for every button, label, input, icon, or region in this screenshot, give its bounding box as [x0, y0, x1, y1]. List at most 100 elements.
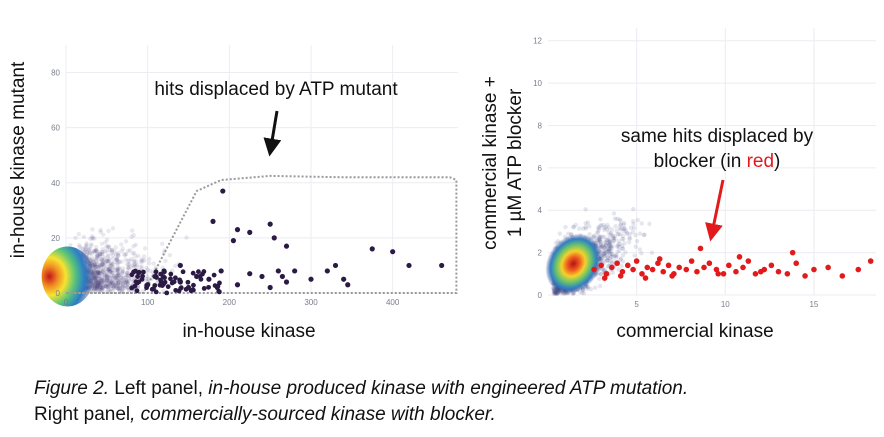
right-background-point	[603, 247, 609, 252]
left-background-point	[99, 277, 105, 283]
right-y-axis-label-line2: 1 µM ATP blocker	[505, 88, 526, 237]
right-background-point	[598, 223, 603, 228]
left-background-point	[115, 269, 120, 274]
left-background-point	[96, 280, 101, 285]
left-hit-point	[164, 290, 170, 296]
right-background-point	[616, 231, 621, 237]
right-tick-labels: 0 2 4 6 8 10 12 5 10 15	[533, 37, 819, 309]
left-background-point	[95, 264, 100, 269]
right-hit-point	[789, 249, 796, 256]
right-background-point	[612, 216, 618, 221]
right-background-point	[603, 224, 608, 230]
right-background-point	[618, 227, 623, 232]
left-background-point	[92, 288, 97, 293]
left-background-point	[114, 266, 120, 271]
right-background-point	[580, 226, 586, 231]
right-background-point	[639, 251, 644, 256]
left-background-point	[94, 248, 99, 254]
left-background-point	[113, 286, 119, 291]
left-background-point	[100, 278, 105, 284]
right-background-point	[605, 258, 610, 264]
left-background-point	[111, 270, 116, 275]
left-background-point	[92, 275, 98, 281]
right-background-point	[607, 243, 612, 248]
left-background-point	[108, 263, 114, 269]
right-background-point	[603, 237, 609, 243]
left-background-point	[95, 279, 101, 285]
left-background-point	[93, 248, 99, 254]
right-background-point	[554, 291, 560, 296]
left-background-point	[91, 262, 96, 268]
right-hit-point	[694, 268, 700, 275]
left-background-point	[93, 257, 98, 263]
right-background-point	[553, 290, 558, 295]
left-background-point	[104, 259, 109, 265]
right-background-point	[594, 237, 600, 243]
left-hit-point	[217, 280, 222, 286]
right-hit-point	[603, 271, 610, 277]
left-background-point	[115, 281, 121, 286]
left-background-point	[97, 276, 103, 282]
left-background-point	[116, 276, 121, 282]
left-background-point	[111, 283, 117, 289]
left-background-point	[99, 262, 105, 268]
left-background-point	[105, 284, 110, 289]
left-background-point	[99, 271, 105, 277]
right-hit-point	[825, 264, 831, 271]
left-background-point	[103, 274, 108, 279]
left-hit-points	[129, 188, 445, 296]
right-hit-point	[660, 268, 667, 275]
left-background-point	[125, 272, 130, 277]
right-hit-point	[601, 275, 608, 281]
left-background-point	[115, 272, 121, 277]
right-background-point	[555, 291, 560, 296]
right-background-point	[598, 241, 604, 247]
right-background-point	[583, 226, 589, 231]
left-background-point	[123, 253, 128, 258]
right-background-point	[612, 234, 617, 239]
right-background-point	[600, 243, 605, 248]
left-background-point	[114, 274, 120, 279]
left-background-point	[97, 278, 103, 284]
right-background-point	[607, 243, 612, 248]
right-background-point	[600, 267, 605, 272]
left-background-point	[94, 254, 99, 259]
left-background-point	[105, 275, 110, 280]
left-background-point	[146, 277, 151, 283]
left-background-point	[116, 286, 121, 291]
left-background-point	[111, 285, 116, 290]
left-background-point	[107, 267, 112, 273]
right-background-point	[626, 239, 632, 245]
right-background-point	[597, 237, 602, 243]
left-background-point	[99, 241, 105, 246]
left-background-point	[92, 281, 98, 287]
left-background-point	[107, 266, 113, 271]
left-hit-point	[177, 277, 182, 283]
left-hit-point	[177, 262, 183, 269]
left-background-point	[97, 281, 102, 287]
left-background-point	[111, 265, 116, 270]
right-background-point	[603, 250, 609, 255]
left-background-point	[96, 279, 101, 285]
left-background-point	[114, 273, 119, 278]
left-background-point	[127, 248, 133, 253]
left-background-point	[93, 266, 99, 272]
left-background-point	[92, 262, 97, 268]
left-hit-point	[191, 282, 196, 288]
right-hit-point	[713, 266, 720, 273]
left-hit-point	[271, 235, 277, 241]
left-hit-point	[172, 275, 178, 281]
right-y-axis-label-line1: commercial kinase +	[480, 76, 501, 250]
left-background-point	[163, 258, 168, 264]
left-background-point	[122, 275, 128, 281]
right-background-point	[622, 226, 627, 231]
left-background-point	[99, 249, 104, 255]
left-hit-point	[185, 279, 191, 285]
right-background-point	[606, 249, 611, 254]
right-background-point	[611, 254, 616, 259]
left-background-point	[96, 281, 101, 286]
right-background-point	[612, 236, 618, 241]
right-background-point	[630, 219, 636, 224]
right-x-tick-label: 5	[634, 300, 639, 309]
left-background-point	[114, 257, 120, 263]
